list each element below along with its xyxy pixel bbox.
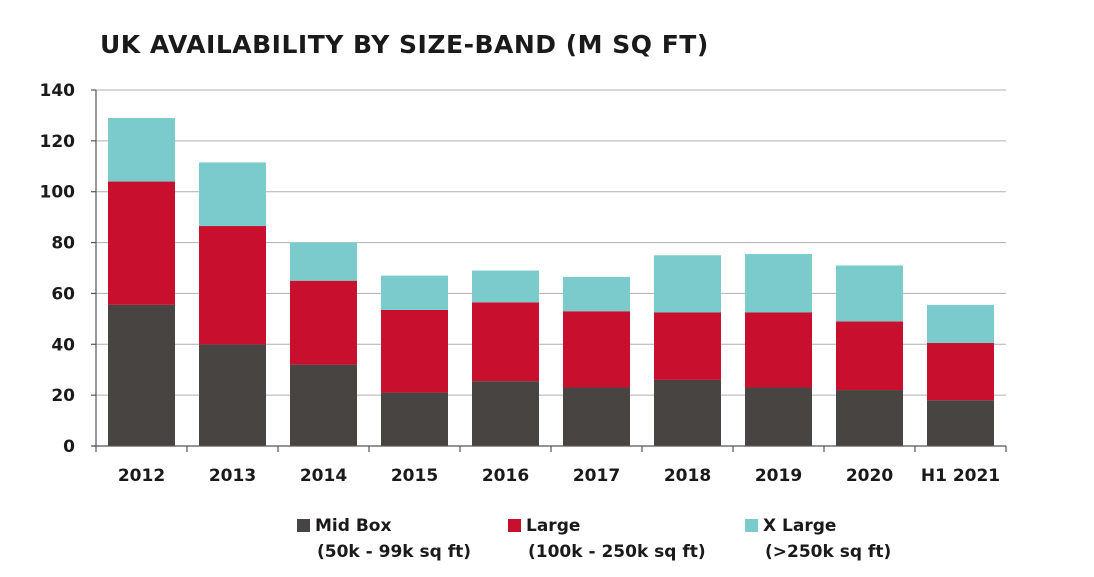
axes (91, 89, 1007, 452)
legend-swatch-x-large (745, 519, 758, 532)
legend-range-large: (100k - 250k sq ft) (528, 542, 706, 562)
bar-large-2015 (381, 309, 448, 393)
y-tick-label-120: 120 (40, 132, 76, 152)
bar-x-large-2013 (199, 162, 266, 227)
x-tick-label-2018: 2018 (664, 466, 711, 486)
x-tick-label-2020: 2020 (846, 466, 893, 486)
y-tick-label-0: 0 (63, 437, 75, 457)
bar-x-large-h1-2021 (927, 304, 994, 344)
legend-swatch-mid-box (297, 519, 310, 532)
legend-swatch-large (508, 519, 521, 532)
legend: Mid Box (50k - 99k sq ft) Large (100k - … (0, 513, 1094, 573)
y-tick-label-40: 40 (51, 335, 75, 355)
bar-large-2016 (472, 302, 539, 382)
bar-mid-box-h1-2021 (927, 400, 994, 446)
y-tick-label-80: 80 (51, 234, 75, 254)
x-tick-label-2019: 2019 (755, 466, 802, 486)
y-tick-labels: 0 20 40 60 80 100 120 140 (40, 81, 76, 457)
bar-large-2014 (290, 280, 357, 365)
bar-x-large-2017 (563, 276, 630, 312)
x-tick-label-2013: 2013 (209, 466, 256, 486)
y-tick-label-20: 20 (51, 386, 75, 406)
bar-large-2013 (199, 226, 266, 345)
bar-x-large-2020 (836, 265, 903, 322)
legend-range-x-large: (>250k sq ft) (765, 542, 892, 562)
x-tick-label-2015: 2015 (391, 466, 438, 486)
legend-label-large: Large (526, 516, 581, 536)
bar-x-large-2015 (381, 275, 448, 310)
chart-title: UK AVAILABILITY BY SIZE-BAND (M SQ FT) (100, 30, 709, 59)
legend-label-x-large: X Large (763, 516, 837, 536)
bars (108, 117, 994, 446)
bar-mid-box-2020 (836, 390, 903, 446)
x-tick-label-h1-2021: H1 2021 (921, 466, 1000, 486)
bar-large-2020 (836, 321, 903, 391)
x-tick-label-2017: 2017 (573, 466, 620, 486)
bar-large-2012 (108, 181, 175, 305)
bar-large-2018 (654, 312, 721, 380)
bar-x-large-2016 (472, 270, 539, 303)
x-tick-label-2014: 2014 (300, 466, 347, 486)
x-tick-label-2016: 2016 (482, 466, 529, 486)
legend-range-mid-box: (50k - 99k sq ft) (317, 542, 472, 562)
bar-mid-box-2017 (563, 387, 630, 446)
bar-mid-box-2014 (290, 364, 357, 446)
bar-large-2017 (563, 311, 630, 388)
x-tick-labels: 2012 2013 2014 2015 2016 2017 2018 2019 2020 H1 2… (118, 466, 1000, 486)
bar-mid-box-2015 (381, 392, 448, 446)
bar-x-large-2014 (290, 242, 357, 281)
bar-mid-box-2013 (199, 344, 266, 446)
legend-label-mid-box: Mid Box (315, 516, 392, 536)
y-tick-label-140: 140 (40, 81, 76, 101)
bar-x-large-2019 (745, 254, 812, 313)
bar-large-2019 (745, 312, 812, 388)
y-tick-label-60: 60 (51, 284, 75, 304)
bar-mid-box-2018 (654, 379, 721, 446)
bar-mid-box-2019 (745, 387, 812, 446)
y-tick-label-100: 100 (40, 183, 76, 203)
bar-large-h1-2021 (927, 343, 994, 401)
bar-mid-box-2016 (472, 381, 539, 446)
bar-x-large-2018 (654, 255, 721, 313)
bar-mid-box-2012 (108, 304, 175, 446)
x-tick-label-2012: 2012 (118, 466, 165, 486)
bar-x-large-2012 (108, 117, 175, 182)
